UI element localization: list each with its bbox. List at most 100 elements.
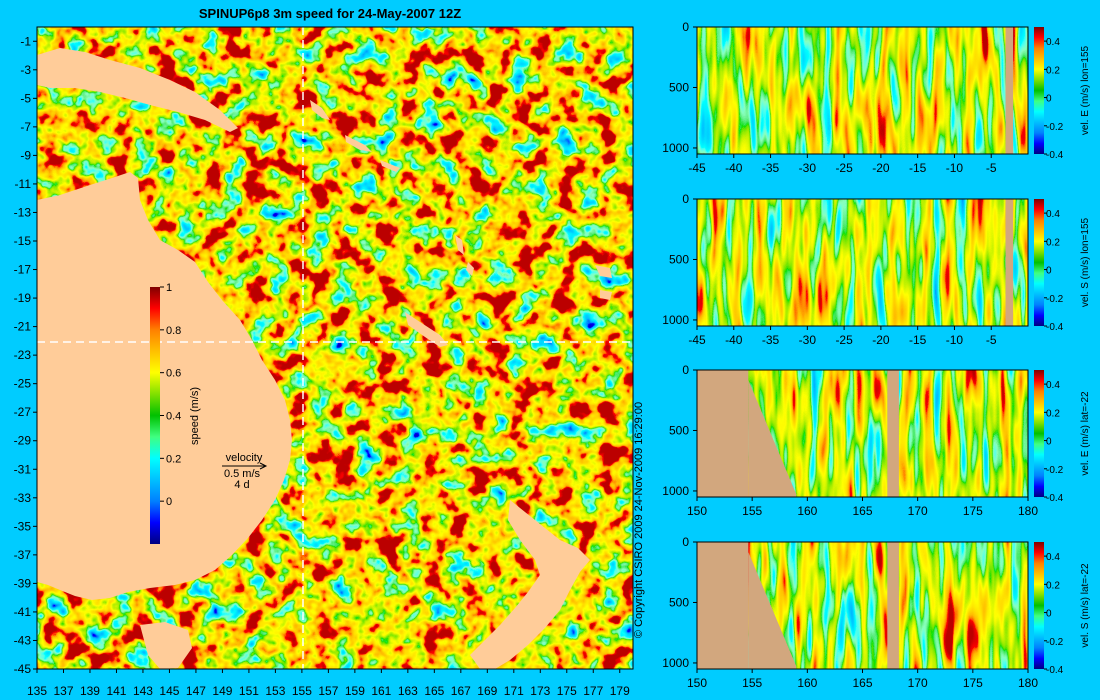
section-colorbar-tick-label: 0.2 [1046,408,1060,419]
section-colorbar-tick-label: 0 [1046,94,1052,105]
map-x-tick-label: 173 [530,684,550,698]
map-y-tick-label: -35 [14,519,32,533]
map-colorbar-tick-label: 0.4 [166,411,181,423]
section-x-tick-label: 150 [687,504,707,518]
map-x-tick-label: 163 [398,684,418,698]
section-colorbar-tick-label: 0 [1046,266,1052,277]
map-x-tick-label: 171 [504,684,524,698]
map-y-tick-label: -41 [14,605,32,619]
map-x-tick-label: 143 [133,684,153,698]
section-y-tick-label: 500 [669,252,689,266]
map-y-tick-label: -29 [14,434,32,448]
section-y-tick-label: 0 [682,363,689,377]
map-x-tick-label: 175 [557,684,577,698]
map-y-tick-label: -3 [20,63,31,77]
section-land [697,542,749,669]
map-y-tick-label: -27 [14,405,32,419]
map-x-tick-label: 147 [186,684,206,698]
map-x-tick-label: 179 [610,684,630,698]
section-x-tick-label: -40 [725,161,743,175]
map-x-tick-label: 151 [239,684,259,698]
section-colorbar-tick-label: 0.2 [1046,65,1060,76]
map-y-tick-label: -17 [14,263,32,277]
section-x-tick-label: 150 [687,676,707,690]
section-x-tick-label: 175 [963,676,983,690]
section-x-tick-label: -25 [835,161,853,175]
map-y-tick-label: -13 [14,205,32,219]
section-x-tick-label: -45 [688,161,706,175]
section-bathymetry [748,380,797,497]
section-x-tick-label: -25 [835,333,853,347]
section-colorbar-tick-label: -0.4 [1046,322,1064,333]
map-x-tick-label: 159 [345,684,365,698]
section-x-tick-label: -10 [946,333,964,347]
section-ylabel: vel. S (m/s) lon=155 [1080,217,1091,307]
section-colorbar-tick-label: -0.4 [1046,493,1064,504]
map-y-tick-label: -9 [20,148,31,162]
section-colorbar-tick-label: -0.2 [1046,294,1064,305]
section-y-tick-label: 500 [669,595,689,609]
map-colorbar-tick-label: 0.6 [166,368,181,380]
section-colorbar-tick-label: -0.2 [1046,122,1064,133]
section-ylabel: vel. E (m/s) lon=155 [1080,45,1091,135]
section-y-tick-label: 0 [682,535,689,549]
map-y-tick-label: -1 [20,34,31,48]
section-colorbar-tick-label: 0.4 [1046,37,1060,48]
section-x-tick-label: 165 [852,676,872,690]
section-colorbar-tick-label: -0.4 [1046,150,1064,161]
section-x-tick-label: -15 [909,161,927,175]
map-y-tick-label: -23 [14,348,32,362]
section-colorbar-tick-label: 0.4 [1046,380,1060,391]
section-y-tick-label: 500 [669,423,689,437]
section-ylabel: vel. S (m/s) lat=-22 [1080,563,1091,648]
map-x-tick-label: 169 [477,684,497,698]
map-x-tick-label: 167 [451,684,471,698]
new-caledonia [405,312,448,347]
section-land [887,542,899,669]
map-y-tick-label: -45 [14,662,32,676]
section-colorbar [1034,199,1044,326]
section-y-tick-label: 1000 [662,141,689,155]
section-y-tick-label: 1000 [662,313,689,327]
new-guinea [37,48,238,132]
map-x-tick-label: 165 [424,684,444,698]
map-y-tick-label: -7 [20,120,31,134]
section-colorbar-tick-label: 0.4 [1046,552,1060,563]
map-x-tick-label: 155 [292,684,312,698]
section-x-tick-label: 175 [963,504,983,518]
section-x-tick-label: 170 [908,676,928,690]
map-y-ticks: -1 -3 -5 -7 -9 -11 -13 -15 -17 -19 -21 -23 -25 -27 -29… [14,34,37,676]
section-x-tick-label: -35 [762,333,780,347]
tasmania [140,622,192,669]
section-bathymetry [748,552,797,669]
section-colorbar-tick-label: 0.2 [1046,237,1060,248]
new-zealand [470,500,590,669]
section-x-tick-label: 170 [908,504,928,518]
section-x-tick-label: 155 [742,676,762,690]
section-x-tick-label: 165 [852,504,872,518]
map-title: SPINUP6p8 3m speed for 24-May-2007 12Z [199,6,461,21]
section-x-tick-label: -40 [725,333,743,347]
section-y-tick-label: 1000 [662,656,689,670]
section-x-tick-label: -10 [946,161,964,175]
land [37,48,612,669]
section-land [1005,27,1014,154]
map-x-tick-label: 161 [371,684,391,698]
map-x-ticks: 135 137 139 141 143 145 147 149 151 153 155 157 159 1… [27,669,630,698]
map-x-tick-label: 137 [53,684,73,698]
section-x-tick-label: 180 [1018,676,1038,690]
section-field [697,27,1028,154]
map-y-tick-label: -19 [14,291,32,305]
map-y-tick-label: -21 [14,320,32,334]
section-x-tick-label: -30 [799,161,817,175]
section-x-tick-label: -30 [799,333,817,347]
map-x-tick-label: 145 [159,684,179,698]
map-colorbar [150,287,160,544]
map-frame [36,26,634,670]
section-x-tick-label: -5 [986,161,997,175]
map-y-tick-label: -5 [20,91,31,105]
section-x-tick-label: 160 [797,504,817,518]
section-frame [696,198,1029,327]
map-colorbar-tick-label: 0 [166,496,172,508]
solomon-islands [310,100,400,172]
